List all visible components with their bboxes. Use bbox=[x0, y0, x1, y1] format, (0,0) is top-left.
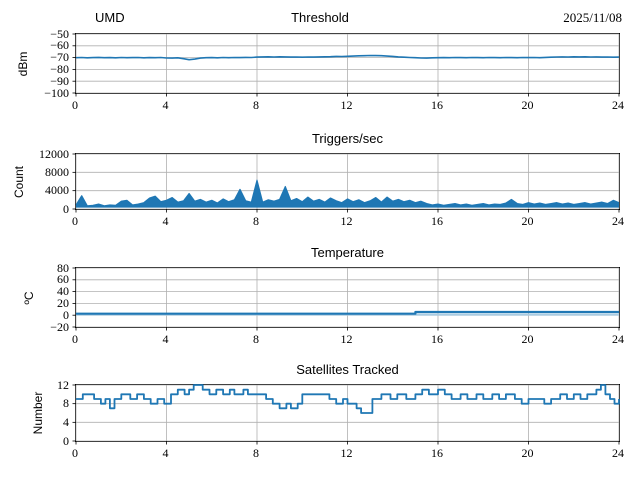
x-tick-label: 16 bbox=[431, 98, 443, 112]
y-tick-label: 12000 bbox=[39, 146, 69, 161]
plot-area-temperature bbox=[72, 267, 620, 331]
x-tick-label: 12 bbox=[340, 214, 353, 228]
y-tick-label: 0 bbox=[63, 433, 69, 448]
y-tick-label: 8 bbox=[63, 396, 69, 411]
plot-left-title: UMD bbox=[95, 10, 125, 25]
y-tick-label: −50 bbox=[50, 26, 69, 41]
x-tick-label: 0 bbox=[72, 98, 78, 112]
plot-area-satellites bbox=[72, 384, 620, 445]
plot-area-triggers bbox=[72, 153, 620, 213]
y-axis-label-dbm: dBm bbox=[16, 51, 30, 76]
x-tick-label: 24 bbox=[612, 332, 624, 346]
y-tick-label: 8000 bbox=[45, 164, 69, 179]
x-tick-label: 0 bbox=[72, 446, 78, 460]
y-tick-label: −20 bbox=[50, 319, 69, 334]
x-tick-label: 8 bbox=[253, 332, 259, 346]
x-tick-label: 16 bbox=[431, 214, 443, 228]
x-tick-label: 12 bbox=[340, 332, 353, 346]
y-tick-label: 4000 bbox=[45, 183, 69, 198]
x-tick-label: 8 bbox=[253, 446, 259, 460]
y-tick-label: 40 bbox=[57, 284, 69, 299]
x-tick-label: 8 bbox=[253, 98, 259, 112]
y-tick-label: 4 bbox=[63, 414, 69, 429]
x-tick-label: 20 bbox=[521, 214, 534, 228]
x-tick-label: 24 bbox=[612, 214, 624, 228]
y-tick-label: 20 bbox=[57, 295, 69, 310]
x-tick-label: 16 bbox=[431, 332, 443, 346]
x-tick-label: 20 bbox=[521, 446, 534, 460]
x-tick-label: 20 bbox=[521, 98, 534, 112]
y-tick-label: 0 bbox=[63, 307, 69, 322]
figure-title: Threshold bbox=[291, 10, 349, 25]
y-tick-label: 12 bbox=[57, 377, 69, 392]
y-tick-label: −90 bbox=[50, 73, 69, 88]
plot-date-label: 2025/11/08 bbox=[563, 10, 622, 25]
x-tick-label: 24 bbox=[612, 446, 624, 460]
y-axis-label-number: Number bbox=[31, 391, 45, 435]
x-tick-label: 24 bbox=[612, 98, 624, 112]
x-tick-label: 12 bbox=[340, 98, 353, 112]
x-tick-label: 0 bbox=[72, 332, 78, 346]
x-tick-label: 4 bbox=[162, 332, 169, 346]
x-tick-label: 0 bbox=[72, 214, 78, 228]
x-tick-label: 4 bbox=[162, 446, 169, 460]
plot-area-threshold bbox=[72, 33, 620, 97]
chart-title-triggers: Triggers/sec bbox=[311, 131, 384, 146]
y-tick-label: 60 bbox=[57, 272, 69, 287]
x-tick-label: 4 bbox=[162, 214, 169, 228]
x-tick-label: 16 bbox=[431, 446, 443, 460]
y-tick-label: −100 bbox=[44, 85, 69, 100]
x-tick-label: 12 bbox=[340, 446, 353, 460]
x-tick-label: 20 bbox=[521, 332, 534, 346]
y-axis-label-count: Count bbox=[12, 165, 26, 198]
y-tick-label: −80 bbox=[50, 61, 69, 76]
chart-title-temperature: Temperature bbox=[311, 245, 384, 260]
chart-title-satellites: Satellites Tracked bbox=[296, 362, 399, 377]
y-tick-label: −70 bbox=[50, 50, 69, 65]
y-tick-label: 80 bbox=[57, 260, 69, 275]
y-tick-label: −60 bbox=[50, 38, 69, 53]
y-axis-label-degc: ºC bbox=[22, 290, 36, 305]
x-tick-label: 8 bbox=[253, 214, 259, 228]
y-tick-label: 0 bbox=[63, 201, 69, 216]
x-tick-label: 4 bbox=[162, 98, 169, 112]
